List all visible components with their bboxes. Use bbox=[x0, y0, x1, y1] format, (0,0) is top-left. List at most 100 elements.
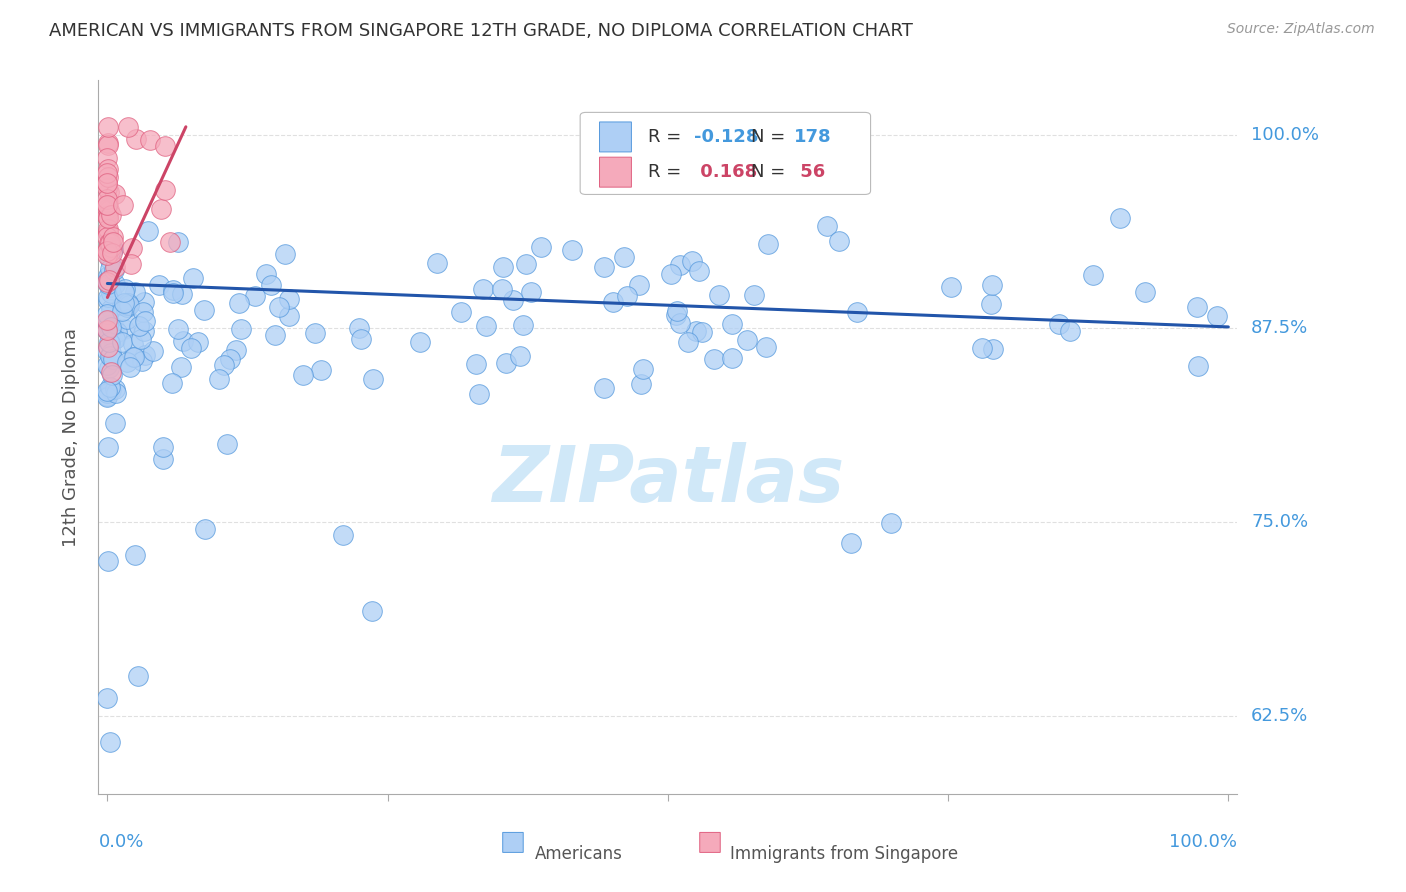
Point bbox=[409, 334, 432, 349]
Point bbox=[148, 278, 170, 293]
Point bbox=[97, 225, 120, 239]
Point bbox=[97, 340, 120, 354]
Point bbox=[193, 302, 215, 317]
Point bbox=[117, 120, 139, 134]
Point bbox=[97, 294, 120, 309]
Point bbox=[115, 355, 138, 369]
Point bbox=[260, 277, 283, 292]
Point bbox=[468, 387, 491, 401]
Point bbox=[112, 322, 135, 336]
Point bbox=[162, 283, 184, 297]
FancyBboxPatch shape bbox=[503, 832, 523, 853]
Point bbox=[243, 289, 266, 303]
Point bbox=[132, 305, 155, 319]
Point bbox=[96, 384, 118, 398]
Point bbox=[96, 691, 118, 706]
Point bbox=[128, 318, 150, 333]
Point bbox=[105, 325, 128, 339]
Point bbox=[98, 327, 121, 342]
Point bbox=[142, 344, 165, 359]
Point bbox=[98, 234, 121, 248]
Point bbox=[97, 318, 120, 333]
Point bbox=[464, 357, 486, 371]
Point bbox=[756, 237, 779, 252]
Point bbox=[97, 161, 120, 176]
Point bbox=[104, 416, 127, 430]
Point bbox=[97, 194, 120, 209]
Point bbox=[274, 247, 297, 261]
Point bbox=[122, 337, 145, 351]
Text: 56: 56 bbox=[794, 163, 825, 181]
Point bbox=[96, 198, 118, 212]
Point bbox=[361, 371, 384, 385]
Point bbox=[980, 296, 1002, 310]
Point bbox=[96, 202, 118, 216]
Text: 0.168: 0.168 bbox=[695, 163, 758, 181]
Point bbox=[112, 198, 135, 212]
Point bbox=[1081, 268, 1104, 283]
Point bbox=[172, 287, 194, 301]
Point bbox=[972, 341, 994, 355]
Point bbox=[100, 240, 122, 254]
Point bbox=[98, 244, 121, 259]
Point bbox=[97, 273, 120, 287]
FancyBboxPatch shape bbox=[599, 157, 631, 187]
Point bbox=[742, 288, 765, 302]
Point bbox=[97, 268, 120, 283]
Point bbox=[96, 344, 118, 359]
Text: Americans: Americans bbox=[534, 846, 623, 863]
Point bbox=[96, 230, 118, 244]
Point bbox=[172, 334, 194, 349]
Point bbox=[104, 277, 127, 292]
Text: N =: N = bbox=[751, 163, 792, 181]
Point bbox=[593, 260, 616, 274]
Point bbox=[162, 285, 184, 300]
Point bbox=[97, 277, 120, 291]
Point bbox=[96, 389, 118, 403]
Point bbox=[616, 288, 638, 302]
Point bbox=[96, 359, 118, 373]
Point bbox=[688, 264, 710, 278]
Point bbox=[101, 320, 124, 334]
Point bbox=[101, 246, 124, 260]
Point bbox=[665, 308, 688, 322]
Point bbox=[515, 257, 537, 271]
Point bbox=[96, 314, 118, 328]
Point bbox=[125, 132, 148, 146]
Point bbox=[981, 342, 1004, 356]
Point bbox=[98, 252, 121, 267]
Point bbox=[208, 372, 231, 386]
Point bbox=[939, 279, 962, 293]
Point bbox=[187, 334, 209, 349]
Point bbox=[309, 363, 332, 377]
Point bbox=[278, 309, 301, 323]
Point bbox=[104, 382, 127, 396]
Point bbox=[97, 244, 120, 258]
Text: AMERICAN VS IMMIGRANTS FROM SINGAPORE 12TH GRADE, NO DIPLOMA CORRELATION CHART: AMERICAN VS IMMIGRANTS FROM SINGAPORE 12… bbox=[49, 22, 912, 40]
Point bbox=[98, 734, 121, 748]
Point bbox=[96, 323, 118, 337]
Point bbox=[592, 381, 614, 395]
Point bbox=[512, 318, 534, 332]
Point bbox=[127, 669, 149, 683]
Point bbox=[96, 176, 118, 190]
Text: R =: R = bbox=[648, 163, 688, 181]
Point bbox=[685, 324, 707, 338]
Point bbox=[122, 351, 145, 365]
Point bbox=[136, 224, 159, 238]
Point bbox=[96, 322, 118, 336]
Point bbox=[628, 277, 651, 292]
Point bbox=[100, 285, 122, 300]
Point bbox=[97, 210, 120, 224]
Point bbox=[474, 318, 496, 333]
Point bbox=[350, 332, 373, 346]
Point bbox=[98, 235, 121, 250]
Point bbox=[111, 304, 134, 318]
Point bbox=[101, 230, 124, 244]
Point bbox=[96, 385, 118, 400]
Point bbox=[194, 522, 217, 536]
Point bbox=[120, 359, 142, 374]
Point bbox=[613, 251, 636, 265]
Point bbox=[118, 298, 141, 312]
Point bbox=[509, 349, 531, 363]
